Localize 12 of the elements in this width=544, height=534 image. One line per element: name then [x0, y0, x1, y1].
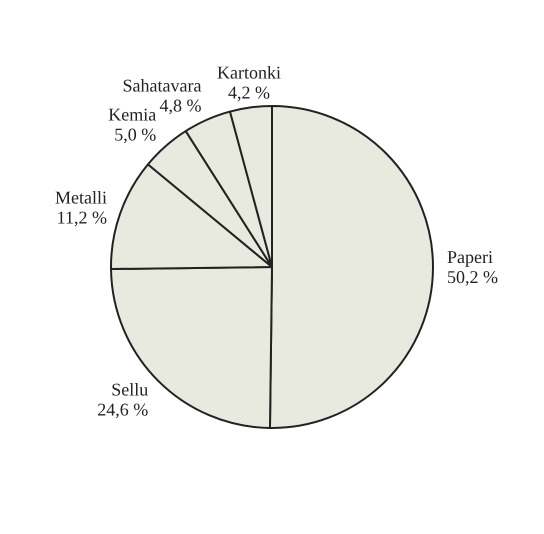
data-label: 5,0 %	[114, 124, 156, 144]
data-label: 4,2 %	[228, 82, 270, 102]
slice-label: Paperi	[446, 246, 493, 267]
data-label: 11,2 %	[56, 207, 107, 228]
data-label: 24,6 %	[97, 399, 148, 420]
slice-label: Sahatavara	[122, 76, 202, 96]
slice-label: Sellu	[111, 379, 148, 400]
slice-label: Metalli	[54, 187, 107, 208]
data-label: 50,2 %	[446, 266, 498, 287]
slice-label: Kartonki	[216, 62, 281, 82]
data-label: 4,8 %	[159, 96, 202, 116]
slice-label: Kemia	[108, 104, 156, 124]
